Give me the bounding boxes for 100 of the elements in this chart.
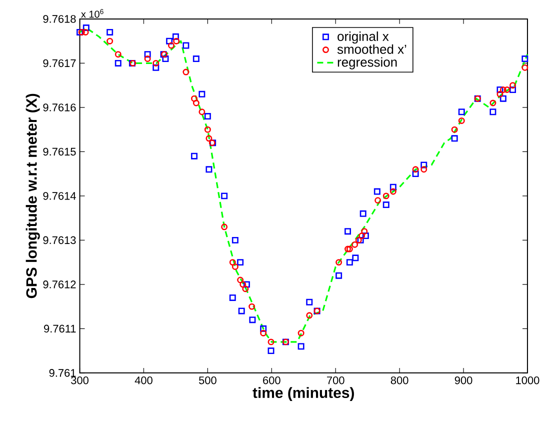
point — [496, 91, 504, 98]
point — [192, 100, 200, 106]
point — [243, 281, 250, 288]
point — [361, 228, 368, 235]
line-series — [78, 27, 528, 343]
point — [458, 108, 465, 116]
point — [260, 330, 267, 336]
point — [152, 60, 160, 67]
legend-label: regression — [338, 57, 397, 70]
point — [248, 303, 256, 310]
point — [500, 86, 506, 94]
point — [173, 38, 180, 44]
point — [192, 56, 200, 62]
point — [352, 241, 358, 248]
point — [510, 86, 516, 94]
point — [237, 259, 244, 266]
text: x 10$^{6}$ — [81, 9, 104, 18]
point — [382, 202, 390, 208]
point — [306, 298, 313, 306]
x-tick-label: 600 — [263, 376, 280, 384]
x-axis-title: time (minutes) — [252, 387, 354, 402]
point — [420, 162, 428, 168]
point — [232, 237, 238, 244]
point — [360, 210, 366, 217]
point — [172, 34, 179, 40]
point — [182, 68, 190, 76]
point — [114, 60, 122, 67]
point — [298, 330, 304, 336]
point — [260, 326, 267, 332]
point — [82, 29, 89, 36]
point — [346, 259, 353, 266]
point — [198, 108, 206, 116]
point — [204, 113, 211, 120]
point — [344, 228, 351, 235]
point — [144, 51, 151, 58]
point — [198, 91, 206, 98]
point — [204, 126, 211, 133]
point — [114, 51, 122, 58]
point — [458, 118, 465, 124]
point — [182, 42, 190, 49]
y-tick-label: 9.761 — [49, 369, 76, 377]
point — [240, 281, 246, 288]
point — [232, 264, 238, 270]
point — [451, 126, 458, 133]
point — [362, 232, 369, 240]
point — [382, 192, 390, 200]
point — [510, 82, 516, 89]
point — [106, 38, 114, 44]
point — [336, 259, 342, 266]
point — [221, 192, 228, 200]
point — [191, 95, 198, 102]
y-tick-label: 9.7615 — [43, 148, 76, 156]
point — [504, 86, 510, 94]
point — [249, 316, 256, 324]
point — [229, 259, 236, 266]
point — [344, 246, 351, 252]
point — [374, 188, 380, 195]
point — [268, 348, 274, 354]
point — [191, 152, 198, 160]
point — [496, 86, 504, 94]
x-tick-label: 1000 — [516, 376, 540, 384]
point — [490, 108, 496, 116]
point — [390, 188, 396, 195]
point — [336, 272, 342, 279]
y-tick-label: 9.7612 — [43, 280, 76, 288]
point — [412, 166, 419, 173]
point — [306, 312, 313, 319]
point — [106, 29, 114, 36]
legend-label: smoothed x’ — [337, 44, 406, 54]
point — [242, 286, 249, 292]
point — [144, 56, 151, 62]
point — [206, 135, 212, 142]
point — [206, 166, 212, 173]
x-tick-label: 800 — [390, 376, 408, 384]
point — [82, 24, 90, 32]
point — [162, 56, 169, 62]
y-tick-label: 9.7611 — [44, 324, 76, 333]
point — [412, 170, 419, 178]
point — [522, 56, 528, 62]
point — [238, 308, 245, 314]
y-tick-label: 9.7617 — [43, 59, 76, 68]
y-tick-label: 9.7614 — [43, 192, 76, 200]
point — [420, 166, 428, 173]
y-tick-label: 9.7616 — [43, 104, 76, 112]
point — [522, 64, 528, 71]
point — [237, 276, 244, 284]
y-axis-title: GPS longitude w.r.t meter (X) — [26, 94, 40, 298]
point — [221, 224, 228, 230]
point — [166, 38, 173, 44]
point — [390, 184, 396, 190]
point — [346, 246, 353, 252]
x-tick-label: 400 — [134, 376, 152, 384]
point — [500, 95, 506, 102]
point — [358, 232, 366, 240]
y-tick-label: 9.7613 — [43, 236, 76, 244]
point — [374, 197, 382, 204]
x-tick-label: 500 — [198, 376, 216, 384]
x-tick-label: 700 — [327, 376, 344, 384]
legend-label: original x — [338, 32, 389, 44]
point — [490, 100, 496, 106]
